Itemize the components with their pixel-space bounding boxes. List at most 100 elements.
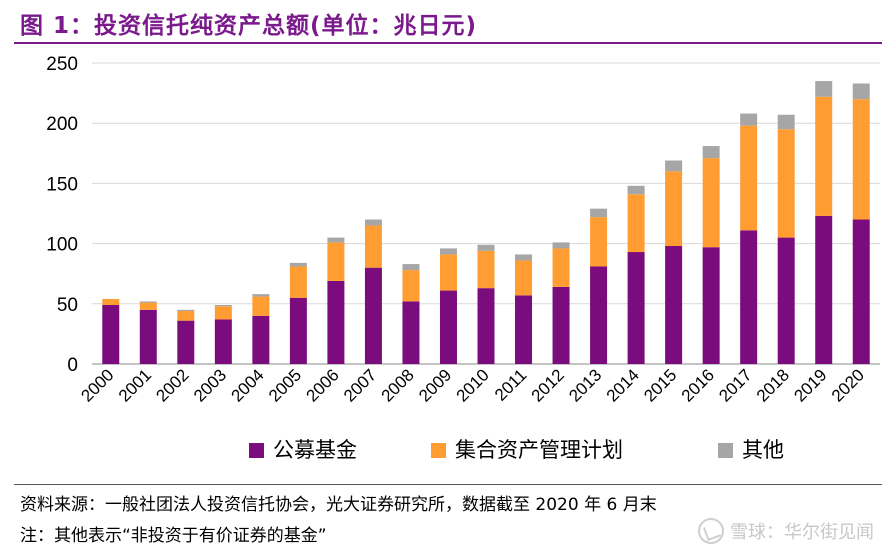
bar-segment-public-fund (815, 215, 833, 364)
bar-segment-public-fund (439, 290, 457, 364)
bar-segment-collective-plan (477, 250, 495, 289)
bar-segment-public-fund (477, 288, 495, 364)
bar-segment-collective-plan (364, 225, 382, 268)
bar-segment-public-fund (214, 319, 232, 364)
bar-segment-collective-plan (515, 260, 533, 296)
x-tick-label: 2004 (228, 365, 268, 405)
bar-segment-other (214, 305, 232, 307)
bar-segment-collective-plan (590, 217, 608, 267)
x-tick-label: 2013 (565, 365, 605, 405)
bar-segment-collective-plan (815, 96, 833, 216)
x-tick-label: 2017 (715, 365, 755, 405)
x-tick-label: 2005 (265, 365, 305, 405)
bar-segment-other (402, 264, 420, 271)
x-tick-label: 2016 (678, 365, 718, 405)
bar-segment-public-fund (327, 280, 345, 364)
bar-segment-other (852, 83, 870, 100)
bar-segment-public-fund (740, 230, 758, 364)
x-tick-label: 2020 (828, 365, 868, 405)
bar-segment-other (740, 113, 758, 126)
legend-label: 集合资产管理计划 (455, 438, 623, 462)
bar-segment-collective-plan (327, 242, 345, 281)
title-divider (14, 42, 882, 44)
bar-segment-collective-plan (702, 158, 720, 248)
bar-segment-other (590, 208, 608, 218)
bar-segment-public-fund (627, 252, 645, 364)
x-tick-label: 2003 (190, 365, 230, 405)
x-tick-label: 2011 (491, 365, 530, 404)
bar-segment-other (627, 185, 645, 195)
bar-segment-collective-plan (289, 266, 307, 298)
bar-segment-other (815, 81, 833, 97)
source-note: 资料来源：一般社团法人投资信托协会，光大证券研究所，数据截至 2020 年 6 … (20, 495, 657, 515)
bar-segment-collective-plan (740, 125, 758, 231)
y-tick-label: 0 (67, 355, 78, 376)
bar-segment-collective-plan (252, 296, 270, 316)
legend: 公募基金 集合资产管理计划 其他 (249, 438, 784, 462)
bar-segment-public-fund (852, 219, 870, 364)
footer-divider (14, 484, 882, 485)
watermark: 雪球：华尔街见闻 (698, 518, 874, 544)
watermark-text: 雪球：华尔街见闻 (730, 522, 874, 543)
x-tick-label: 2006 (303, 365, 343, 405)
bar-segment-public-fund (102, 305, 120, 364)
x-tick-label: 2001 (115, 365, 155, 405)
bar-segment-other (252, 294, 270, 297)
bar-segment-collective-plan (102, 298, 120, 306)
bar-segment-other (777, 114, 795, 130)
stacked-bar-chart: 0 50 100 150 200 250 200020012002200320042005… (46, 54, 880, 462)
y-tick-label: 50 (57, 295, 78, 316)
bar-segment-other (552, 242, 570, 249)
bar-segment-other (665, 160, 683, 172)
bar-segment-public-fund (702, 247, 720, 364)
bar-segment-other (327, 237, 345, 243)
x-tick-label: 2000 (77, 365, 117, 405)
bar-segment-collective-plan (177, 311, 195, 321)
legend-label: 其他 (742, 438, 784, 462)
y-tick-label: 250 (46, 54, 78, 75)
bar-segment-public-fund (552, 286, 570, 364)
bar-segment-collective-plan (552, 248, 570, 287)
bar-segment-other (439, 248, 457, 255)
bar-segment-public-fund (777, 237, 795, 364)
bar-segment-public-fund (177, 320, 195, 364)
legend-swatch (718, 443, 733, 458)
bar-segment-public-fund (364, 267, 382, 364)
x-tick-label: 2019 (790, 365, 830, 405)
chart-title: 图 1：投资信托纯资产总额(单位：兆日元) (20, 13, 478, 39)
snowball-logo-icon (698, 518, 724, 544)
bar-segment-collective-plan (665, 171, 683, 247)
bar-segment-public-fund (139, 309, 157, 364)
bar-segment-other (177, 309, 195, 312)
bar-segment-other (364, 219, 382, 226)
legend-swatch (249, 443, 264, 458)
bar-segment-collective-plan (439, 254, 457, 291)
bar-segment-public-fund (665, 246, 683, 364)
x-tick-label: 2002 (152, 365, 192, 405)
bar-segment-other (477, 244, 495, 251)
x-tick-label: 2012 (528, 365, 568, 405)
bar-segment-public-fund (289, 297, 307, 364)
bar-segment-collective-plan (214, 306, 232, 320)
y-tick-label: 100 (46, 235, 78, 256)
bar-segment-public-fund (515, 295, 533, 364)
bars (102, 81, 870, 364)
bar-segment-collective-plan (852, 99, 870, 220)
bar-segment-collective-plan (402, 270, 420, 302)
x-tick-label: 2009 (415, 365, 455, 405)
bar-segment-collective-plan (777, 129, 795, 238)
bar-segment-public-fund (590, 266, 608, 364)
bar-segment-public-fund (252, 315, 270, 364)
x-tick-label: 2018 (753, 365, 793, 405)
bar-segment-other (139, 301, 157, 303)
legend-label: 公募基金 (273, 438, 357, 462)
y-tick-label: 200 (46, 114, 78, 135)
bar-segment-collective-plan (139, 302, 157, 310)
x-tick-label: 2007 (340, 365, 380, 405)
bar-segment-public-fund (402, 301, 420, 364)
bar-segment-other (515, 254, 533, 261)
bar-segment-other (702, 146, 720, 159)
y-tick-label: 150 (46, 174, 78, 195)
bar-segment-other (289, 262, 307, 267)
y-axis: 0 50 100 150 200 250 (46, 54, 78, 376)
